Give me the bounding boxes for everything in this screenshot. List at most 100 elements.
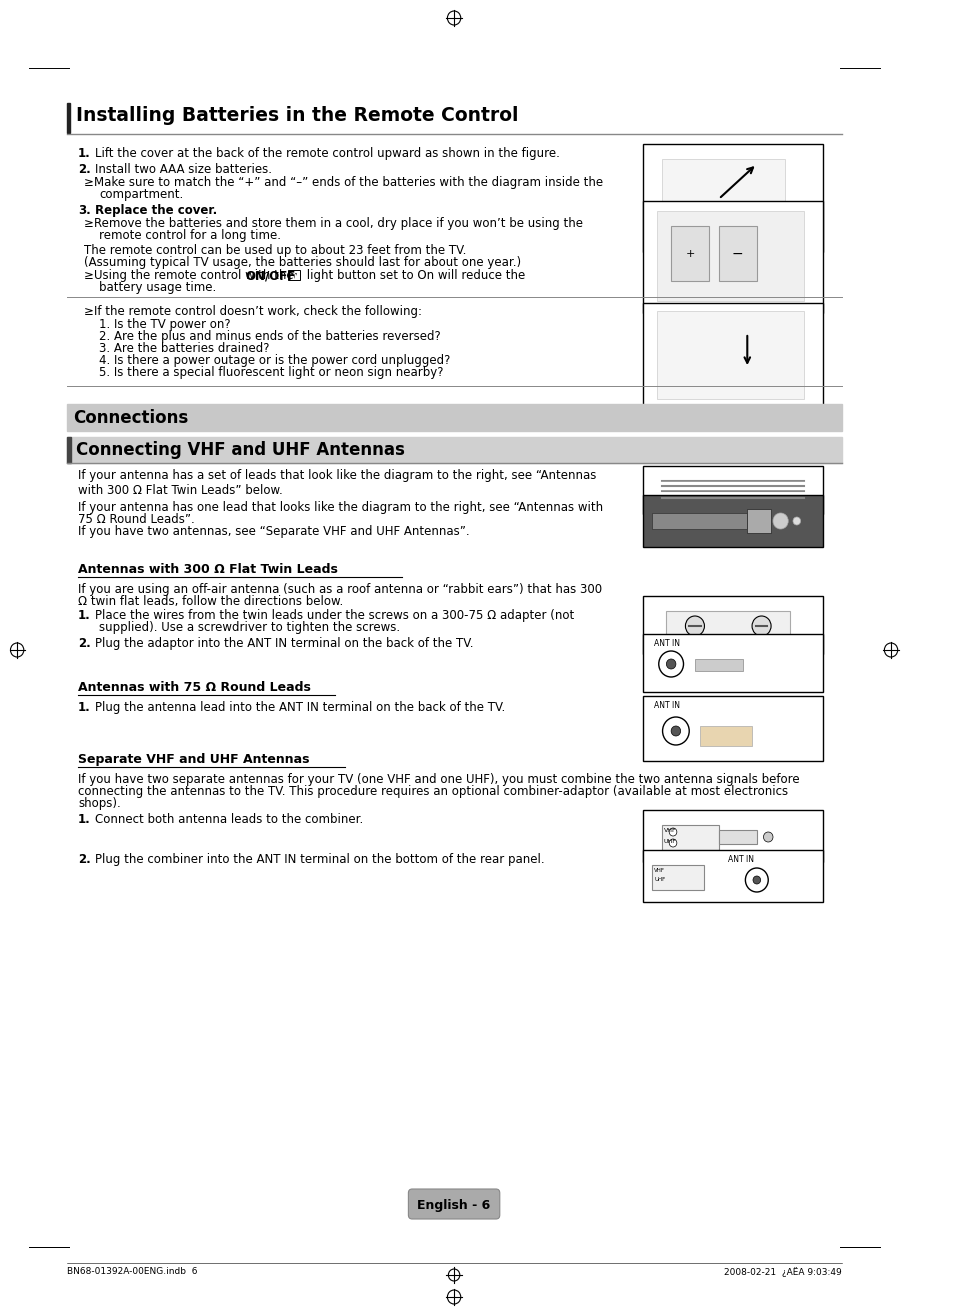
Circle shape — [666, 659, 675, 669]
Text: 2.: 2. — [78, 636, 91, 650]
Text: ≥: ≥ — [84, 270, 93, 281]
Text: VHF: VHF — [663, 828, 676, 832]
Text: +: + — [685, 249, 694, 259]
Text: 5. Is there a special fluorescent light or neon sign nearby?: 5. Is there a special fluorescent light … — [99, 366, 443, 379]
Text: 2.: 2. — [78, 163, 91, 176]
Text: Install two AAA size batteries.: Install two AAA size batteries. — [95, 163, 272, 176]
Text: UHF: UHF — [663, 839, 676, 844]
Text: Make sure to match the “+” and “–” ends of the batteries with the diagram inside: Make sure to match the “+” and “–” ends … — [94, 176, 602, 189]
Circle shape — [669, 839, 676, 847]
Text: If you have two separate antennas for your TV (one VHF and one UHF), you must co: If you have two separate antennas for yo… — [78, 773, 799, 786]
Text: 2008-02-21  ¿AËA 9:03:49: 2008-02-21 ¿AËA 9:03:49 — [723, 1266, 841, 1277]
Bar — [642, 494, 822, 547]
Text: VHF: VHF — [654, 868, 664, 873]
Text: Connect both antenna leads to the combiner.: Connect both antenna leads to the combin… — [95, 813, 363, 826]
Circle shape — [792, 517, 800, 525]
Bar — [718, 830, 756, 844]
Text: 3. Are the batteries drained?: 3. Are the batteries drained? — [99, 342, 269, 355]
Text: If you are using an off-air antenna (such as a roof antenna or “rabbit ears”) th: If you are using an off-air antenna (suc… — [78, 583, 601, 596]
Text: ON/OFF: ON/OFF — [246, 270, 295, 281]
Text: 2. Are the plus and minus ends of the batteries reversed?: 2. Are the plus and minus ends of the ba… — [99, 330, 440, 343]
Bar — [657, 210, 803, 301]
Text: ≥: ≥ — [84, 217, 93, 230]
Text: If your antenna has one lead that looks like the diagram to the right, see “Ante: If your antenna has one lead that looks … — [78, 501, 602, 514]
Text: shops).: shops). — [78, 797, 121, 810]
Bar — [657, 312, 803, 398]
Text: light button set to On will reduce the: light button set to On will reduce the — [302, 270, 524, 281]
Text: Using the remote control with the: Using the remote control with the — [94, 270, 297, 281]
Text: Ω twin flat leads, follow the directions below.: Ω twin flat leads, follow the directions… — [78, 594, 343, 608]
Text: remote control for a long time.: remote control for a long time. — [99, 229, 281, 242]
Text: If you have two antennas, see “Separate VHF and UHF Antennas”.: If you have two antennas, see “Separate … — [78, 525, 469, 538]
Bar — [652, 513, 746, 529]
Bar — [718, 226, 756, 281]
Bar — [642, 466, 822, 514]
Text: battery usage time.: battery usage time. — [99, 281, 216, 295]
Text: Connections: Connections — [73, 409, 189, 427]
Text: 2.: 2. — [78, 853, 91, 867]
Circle shape — [669, 828, 676, 836]
Text: Separate VHF and UHF Antennas: Separate VHF and UHF Antennas — [78, 753, 309, 767]
Circle shape — [772, 513, 787, 529]
Text: −: − — [731, 247, 742, 260]
Text: The remote control can be used up to about 23 feet from the TV.: The remote control can be used up to abo… — [84, 245, 466, 256]
Bar — [287, 270, 299, 280]
Text: Place the wires from the twin leads under the screws on a 300-75 Ω adapter (not: Place the wires from the twin leads unde… — [95, 609, 574, 622]
Text: supplied). Use a screwdriver to tighten the screws.: supplied). Use a screwdriver to tighten … — [99, 621, 399, 634]
Bar — [694, 659, 741, 671]
Bar — [642, 145, 822, 252]
Text: ANT IN: ANT IN — [654, 639, 679, 648]
Text: If the remote control doesn’t work, check the following:: If the remote control doesn’t work, chec… — [94, 305, 422, 318]
Circle shape — [752, 876, 760, 884]
Text: 1.: 1. — [78, 701, 91, 714]
Bar — [642, 634, 822, 692]
Circle shape — [659, 651, 682, 677]
Text: Antennas with 300 Ω Flat Twin Leads: Antennas with 300 Ω Flat Twin Leads — [78, 563, 337, 576]
Text: ≥: ≥ — [84, 305, 93, 318]
Text: UHF: UHF — [654, 877, 664, 882]
Text: ≥: ≥ — [84, 176, 93, 189]
Bar — [67, 437, 71, 463]
Text: compartment.: compartment. — [99, 188, 183, 201]
Circle shape — [662, 717, 688, 746]
Text: Lift the cover at the back of the remote control upward as shown in the figure.: Lift the cover at the back of the remote… — [95, 147, 559, 160]
Text: Connecting VHF and UHF Antennas: Connecting VHF and UHF Antennas — [76, 441, 405, 459]
Bar — [642, 201, 822, 313]
Text: 1.: 1. — [78, 813, 91, 826]
Circle shape — [762, 832, 772, 842]
Text: BN68-01392A-00ENG.indb  6: BN68-01392A-00ENG.indb 6 — [67, 1266, 197, 1276]
Bar — [661, 825, 718, 849]
Circle shape — [684, 615, 703, 636]
Circle shape — [751, 615, 770, 636]
Text: Plug the adaptor into the ANT IN terminal on the back of the TV.: Plug the adaptor into the ANT IN termina… — [95, 636, 474, 650]
Text: English - 6: English - 6 — [417, 1198, 490, 1211]
Circle shape — [744, 868, 767, 892]
Bar — [666, 611, 789, 640]
Bar — [642, 596, 822, 654]
Bar — [699, 726, 751, 746]
Bar — [670, 226, 708, 281]
Text: 75 Ω Round Leads”.: 75 Ω Round Leads”. — [78, 513, 194, 526]
Bar — [67, 103, 71, 133]
Bar — [661, 159, 784, 234]
Bar — [746, 509, 770, 533]
Text: (Assuming typical TV usage, the batteries should last for about one year.): (Assuming typical TV usage, the batterie… — [84, 256, 520, 270]
Text: 3.: 3. — [78, 204, 91, 217]
Text: Plug the antenna lead into the ANT IN terminal on the back of the TV.: Plug the antenna lead into the ANT IN te… — [95, 701, 505, 714]
Bar — [642, 810, 822, 863]
FancyBboxPatch shape — [408, 1189, 499, 1219]
Text: ANT IN: ANT IN — [727, 855, 754, 864]
Text: Antennas with 75 Ω Round Leads: Antennas with 75 Ω Round Leads — [78, 681, 311, 694]
Text: connecting the antennas to the TV. This procedure requires an optional combiner-: connecting the antennas to the TV. This … — [78, 785, 787, 798]
Text: 1.: 1. — [78, 147, 91, 160]
Text: 1.: 1. — [78, 609, 91, 622]
Text: ANT IN: ANT IN — [654, 701, 679, 710]
Text: 1. Is the TV power on?: 1. Is the TV power on? — [99, 318, 231, 331]
Text: ♈: ♈ — [291, 274, 296, 279]
Text: Installing Batteries in the Remote Control: Installing Batteries in the Remote Contr… — [76, 107, 518, 125]
Bar — [67, 437, 841, 463]
Text: Replace the cover.: Replace the cover. — [95, 204, 217, 217]
Bar — [642, 849, 822, 902]
Text: Plug the combiner into the ANT IN terminal on the bottom of the rear panel.: Plug the combiner into the ANT IN termin… — [95, 853, 544, 867]
Text: Remove the batteries and store them in a cool, dry place if you won’t be using t: Remove the batteries and store them in a… — [94, 217, 582, 230]
